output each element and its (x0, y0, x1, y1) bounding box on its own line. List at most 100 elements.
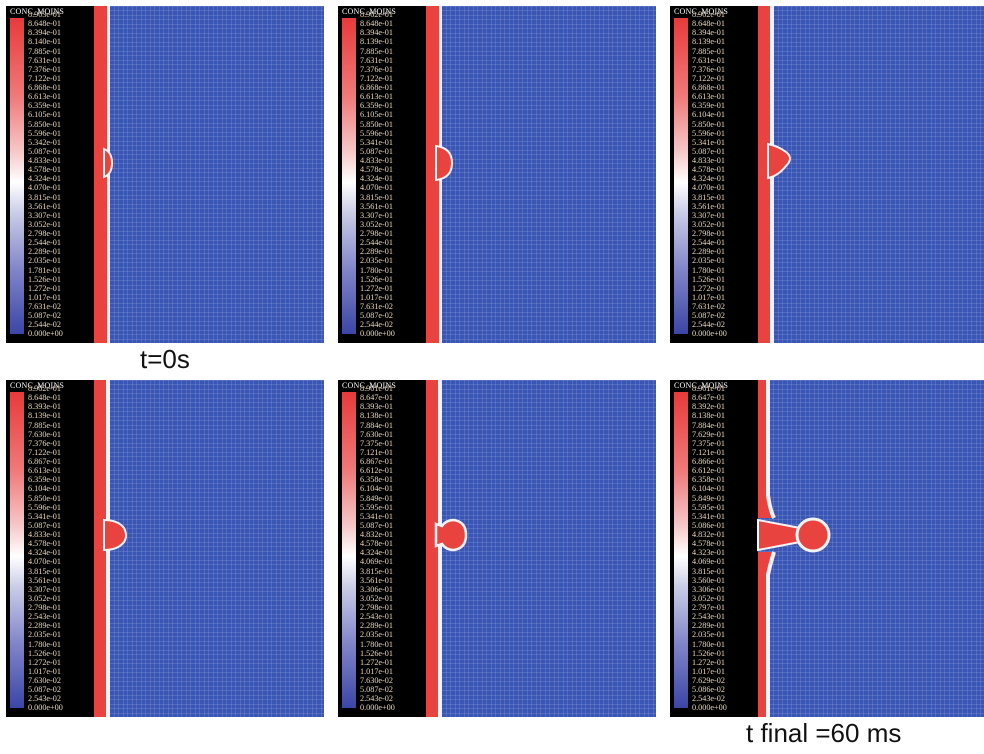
colorbar-tick-label: 3.560e-01 (692, 575, 725, 585)
colorbar-ticks: 8.902e-01 8.648e-01 8.393e-01 8.139e-01 7.88… (28, 384, 92, 713)
colorbar-tick-label: 2.289e-01 (360, 247, 393, 257)
colorbar-tick-label: 7.631e-02 (28, 302, 61, 311)
colorbar-ticks: 8.902e-01 8.648e-01 8.394e-01 8.139e-01 7.88… (360, 10, 424, 339)
colorbar-tick-label: 7.885e-01 (28, 420, 61, 430)
colorbar-tick-label: 7.376e-01 (28, 438, 61, 448)
colorbar-tick-label: 8.138e-01 (692, 411, 725, 421)
colorbar-tick-label: 6.359e-01 (28, 475, 61, 485)
colorbar-tick-label: 2.798e-01 (360, 603, 393, 612)
colorbar-tick-label: 7.375e-01 (360, 438, 393, 448)
finger-bump (435, 144, 454, 182)
colorbar-tick-label: 2.543e-01 (692, 612, 725, 622)
concentration-field (426, 380, 656, 717)
colorbar-tick-label: 5.342e-01 (28, 137, 61, 147)
legend-title: CONC_MOINS (342, 381, 397, 390)
colorbar-tick-label: 4.070e-01 (360, 183, 393, 193)
colorbar-tick-label: 8.394e-01 (360, 28, 393, 38)
colorbar-tick-label: 3.561e-01 (692, 201, 725, 211)
colorbar-tick-label: 1.017e-01 (692, 292, 725, 302)
field-background (426, 6, 656, 343)
colorbar-tick-label: 7.631e-01 (28, 55, 61, 65)
colorbar-tick-label: 7.884e-01 (360, 420, 393, 430)
colorbar-tick-label: 2.035e-01 (28, 256, 61, 266)
finger-bump (103, 147, 114, 179)
colorbar-tick-label: 4.833e-01 (28, 530, 61, 539)
colorbar-gradient (342, 392, 356, 708)
colorbar-tick-label: 5.850e-01 (692, 119, 725, 129)
colorbar-tick-label: 7.884e-01 (692, 420, 725, 430)
colorbar-tick-label: 3.307e-01 (28, 584, 61, 594)
colorbar-tick-label: 6.867e-01 (28, 457, 61, 466)
colorbar-tick-label: 2.544e-01 (692, 238, 725, 248)
colorbar-legend: CONC_MOINS 8.902e-01 8.648e-01 8.394e-01 8.… (670, 6, 758, 343)
colorbar-tick-label: 3.561e-01 (28, 201, 61, 211)
colorbar-tick-label: 6.612e-01 (360, 466, 393, 476)
sim-panel: CONC_MOINS 8.901e-01 8.647e-01 8.393e-01 8.… (338, 380, 656, 717)
colorbar-tick-label: 4.324e-01 (28, 548, 61, 558)
field-background (758, 6, 984, 343)
colorbar-tick-label: 8.394e-01 (692, 28, 725, 38)
colorbar-tick-label: 8.394e-01 (28, 28, 61, 38)
colorbar-tick-label: 5.087e-01 (360, 520, 393, 530)
colorbar-tick-label: 8.139e-01 (692, 37, 725, 47)
colorbar-tick-label: 4.578e-01 (28, 539, 61, 549)
colorbar-tick-label: 5.595e-01 (360, 502, 393, 512)
colorbar-tick-label: 2.289e-01 (360, 621, 393, 631)
field-background (426, 380, 656, 717)
colorbar-tick-label: 7.122e-01 (28, 73, 61, 83)
colorbar-gradient (10, 392, 24, 708)
colorbar-tick-label: 6.359e-01 (692, 101, 725, 111)
colorbar-tick-label: 7.885e-01 (28, 46, 61, 56)
colorbar-tick-label: 3.307e-01 (360, 210, 393, 220)
colorbar-tick-label: 5.341e-01 (360, 137, 393, 147)
colorbar-tick-label: 3.815e-01 (360, 566, 393, 576)
colorbar-tick-label: 4.578e-01 (692, 165, 725, 175)
colorbar-tick-label: 5.087e-01 (692, 146, 725, 156)
colorbar-tick-label: 2.543e-02 (692, 694, 725, 704)
colorbar-tick-label: 0.000e+00 (360, 329, 395, 339)
colorbar-tick-label: 3.306e-01 (360, 584, 393, 594)
colorbar-tick-label: 7.629e-01 (692, 429, 725, 439)
colorbar-tick-label: 5.850e-01 (28, 493, 61, 503)
colorbar-tick-label: 5.087e-02 (692, 311, 725, 321)
colorbar-tick-label: 2.798e-01 (28, 229, 61, 238)
colorbar-tick-label: 5.849e-01 (692, 493, 725, 503)
colorbar-tick-label: 3.052e-01 (692, 593, 725, 603)
colorbar-tick-label: 3.306e-01 (692, 584, 725, 594)
colorbar-tick-label: 1.780e-01 (360, 265, 393, 275)
legend-title: CONC_MOINS (674, 381, 729, 390)
colorbar-gradient (674, 18, 688, 334)
colorbar-tick-label: 3.052e-01 (28, 593, 61, 603)
colorbar-tick-label: 2.289e-01 (692, 621, 725, 631)
colorbar-tick-label: 7.630e-02 (28, 676, 61, 685)
colorbar-tick-label: 6.613e-01 (28, 92, 61, 102)
colorbar-tick-label: 3.052e-01 (692, 219, 725, 229)
colorbar-tick-label: 5.087e-01 (28, 520, 61, 530)
colorbar-tick-label: 8.393e-01 (360, 402, 393, 412)
colorbar-tick-label: 3.307e-01 (692, 210, 725, 220)
colorbar-tick-label: 7.376e-01 (692, 64, 725, 74)
colorbar-tick-label: 6.104e-01 (28, 484, 61, 494)
front-edge (438, 380, 442, 717)
front-band (758, 6, 770, 343)
colorbar-tick-label: 3.815e-01 (692, 192, 725, 202)
colorbar-tick-label: 8.139e-01 (360, 37, 393, 47)
colorbar-ticks: 8.901e-01 8.647e-01 8.393e-01 8.138e-01 7.88… (360, 384, 424, 713)
colorbar-tick-label: 5.849e-01 (360, 493, 393, 503)
colorbar-gradient (674, 392, 688, 708)
colorbar-tick-label: 0.000e+00 (28, 703, 63, 713)
colorbar-tick-label: 8.647e-01 (360, 393, 393, 403)
colorbar-tick-label: 6.612e-01 (692, 466, 725, 476)
colorbar-tick-label: 1.780e-01 (360, 639, 393, 649)
colorbar-tick-label: 8.648e-01 (360, 19, 393, 29)
colorbar-legend: CONC_MOINS 8.902e-01 8.648e-01 8.394e-01 8.… (338, 6, 426, 343)
colorbar-tick-label: 7.630e-02 (360, 676, 393, 685)
colorbar-tick-label: 1.272e-01 (360, 657, 393, 667)
caption-final-time: t final =60 ms (746, 718, 902, 748)
colorbar-ticks: 8.903e-01 8.648e-01 8.394e-01 8.140e-01 7.88… (28, 10, 92, 339)
colorbar-tick-label: 3.052e-01 (28, 219, 61, 229)
field-background (94, 6, 324, 343)
colorbar-tick-label: 1.526e-01 (360, 274, 393, 284)
colorbar-tick-label: 0.000e+00 (28, 329, 63, 339)
colorbar-tick-label: 6.868e-01 (692, 83, 725, 92)
